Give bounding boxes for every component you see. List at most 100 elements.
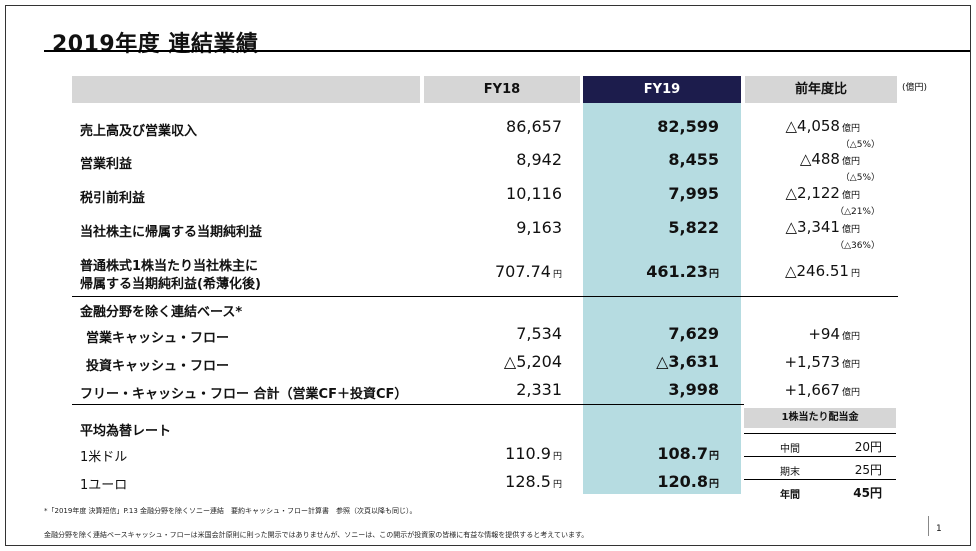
fy19-number: 120.8 (657, 472, 708, 491)
fy18-number: 707.74 (495, 262, 551, 281)
comparison-percent: （△36%） (835, 241, 880, 251)
comparison-percent: （△5%） (840, 140, 880, 150)
row-label: 営業キャッシュ・フロー (86, 331, 230, 346)
fy18-number: 110.9 (505, 444, 551, 463)
fy18-number: 128.5 (505, 472, 551, 491)
fy18-value: 707.74 円 (402, 262, 562, 281)
comparison-value: △488 億円 (710, 150, 860, 168)
section-divider (72, 404, 744, 405)
header-fy18: FY18 (483, 82, 521, 97)
comparison-unit: 円 (850, 269, 860, 279)
page-title: 2019年度 連結業績 (52, 32, 259, 57)
comparison-value: △3,341 億円 (710, 218, 861, 236)
fy18-value: 2,331 (516, 380, 562, 399)
header-label-cell (72, 76, 420, 103)
header-comparison-cell (745, 76, 897, 103)
fy18-value: 110.9 円 (402, 444, 562, 463)
row-label: 1ユーロ (80, 478, 128, 493)
comparison-unit: 億円 (841, 360, 860, 370)
comparison-value: +94 億円 (710, 325, 860, 343)
fy18-value: △5,204 (503, 352, 562, 371)
fy19-value: 8,455 (668, 150, 719, 169)
comparison-unit: 億円 (841, 157, 860, 167)
fy19-value: 3,998 (668, 380, 719, 399)
section-divider (72, 296, 898, 297)
row-label: フリー・キャッシュ・フロー 合計（営業CF＋投資CF） (80, 387, 408, 402)
comparison-value: △4,058 億円 (710, 117, 861, 135)
comparison-number: △246.51 (784, 262, 849, 280)
fy19-value: 108.7円 (583, 444, 719, 463)
row-label: 投資キャッシュ・フロー (86, 359, 230, 374)
fy18-unit: 円 (552, 452, 562, 462)
comparison-number: +94 (808, 325, 840, 343)
comparison-unit: 億円 (841, 332, 860, 342)
comparison-percent: （△5%） (840, 173, 880, 183)
comparison-value: △2,122 億円 (710, 184, 861, 202)
row-label: 売上高及び営業収入 (80, 124, 198, 139)
fy18-value: 86,657 (506, 117, 562, 136)
fy19-value: 7,629 (668, 324, 719, 343)
slide-frame (5, 5, 971, 546)
row-label: 当社株主に帰属する当期純利益 (80, 225, 263, 240)
comparison-unit: 億円 (841, 124, 860, 134)
fx-section-label: 平均為替レート (80, 424, 172, 439)
comparison-number: +1,667 (784, 381, 840, 399)
comparison-number: △488 (799, 150, 840, 168)
row-label: 営業利益 (80, 157, 133, 172)
comparison-unit: 億円 (841, 225, 860, 235)
dividend-value: 45円 (853, 486, 882, 500)
header-comparison: 前年度比 (794, 82, 847, 97)
comparison-number: △3,341 (785, 218, 840, 236)
comparison-percent: （△21%） (835, 207, 880, 217)
fy19-unit: 円 (709, 451, 719, 462)
fy19-value: △3,631 (656, 352, 719, 371)
page-number-rule (928, 516, 929, 536)
footnote-2: 金融分野を除く連結ベースキャッシュ・フローは米国会計原則に則った開示ではありませ… (44, 531, 589, 539)
fy18-unit: 円 (552, 270, 562, 280)
dividend-rule (744, 479, 896, 480)
comparison-value: △246.51 円 (710, 262, 860, 280)
comparison-unit: 億円 (841, 191, 860, 201)
row-label: 税引前利益 (80, 191, 146, 206)
comparison-unit: 億円 (841, 388, 860, 398)
dividend-rule (744, 456, 896, 457)
dividend-label: 中間 (780, 444, 800, 455)
page-number: 1 (936, 524, 942, 534)
header-fy19: FY19 (583, 76, 741, 103)
fy19-number: 108.7 (657, 444, 708, 463)
fy18-value: 8,942 (516, 150, 562, 169)
row-label-line2: 帰属する当期純利益(希薄化後) (80, 277, 261, 292)
fy19-value: 82,599 (657, 117, 719, 136)
dividend-label: 期末 (780, 467, 800, 478)
comparison-value: +1,667 億円 (710, 381, 860, 399)
fy18-value: 10,116 (506, 184, 562, 203)
fy18-value: 7,534 (516, 324, 562, 343)
fy18-value: 128.5 円 (402, 472, 562, 491)
fy18-unit: 円 (552, 480, 562, 490)
fy19-unit: 円 (709, 479, 719, 490)
footnote-1: *「2019年度 決算短信」P.13 金融分野を除くソニー連結 要約キャッシュ・… (44, 507, 417, 515)
fy19-unit: 円 (709, 269, 719, 280)
fy19-value: 461.23円 (583, 262, 719, 281)
header-fy18-cell (424, 76, 580, 103)
comparison-number: +1,573 (784, 353, 840, 371)
comparison-number: △2,122 (785, 184, 840, 202)
fy19-value: 5,822 (668, 218, 719, 237)
comparison-value: +1,573 億円 (710, 353, 860, 371)
dividend-value: 25円 (854, 463, 882, 477)
fy19-value: 7,995 (668, 184, 719, 203)
unit-label: (億円) (902, 83, 928, 93)
row-label-line1: 普通株式1株当たり当社株主に (80, 259, 259, 274)
title-rule (44, 50, 970, 52)
dividend-rule (744, 433, 896, 434)
fy19-value: 120.8円 (583, 472, 719, 491)
cashflow-section-label: 金融分野を除く連結ベース* (80, 305, 243, 320)
dividend-value: 20円 (854, 440, 882, 454)
dividend-label: 年間 (780, 490, 800, 501)
fy19-number: 461.23 (646, 262, 708, 281)
fy18-value: 9,163 (516, 218, 562, 237)
comparison-number: △4,058 (785, 117, 840, 135)
fy19-column-highlight (583, 103, 741, 494)
row-label: 1米ドル (80, 450, 128, 465)
dividend-title: 1株当たり配当金 (744, 408, 896, 428)
